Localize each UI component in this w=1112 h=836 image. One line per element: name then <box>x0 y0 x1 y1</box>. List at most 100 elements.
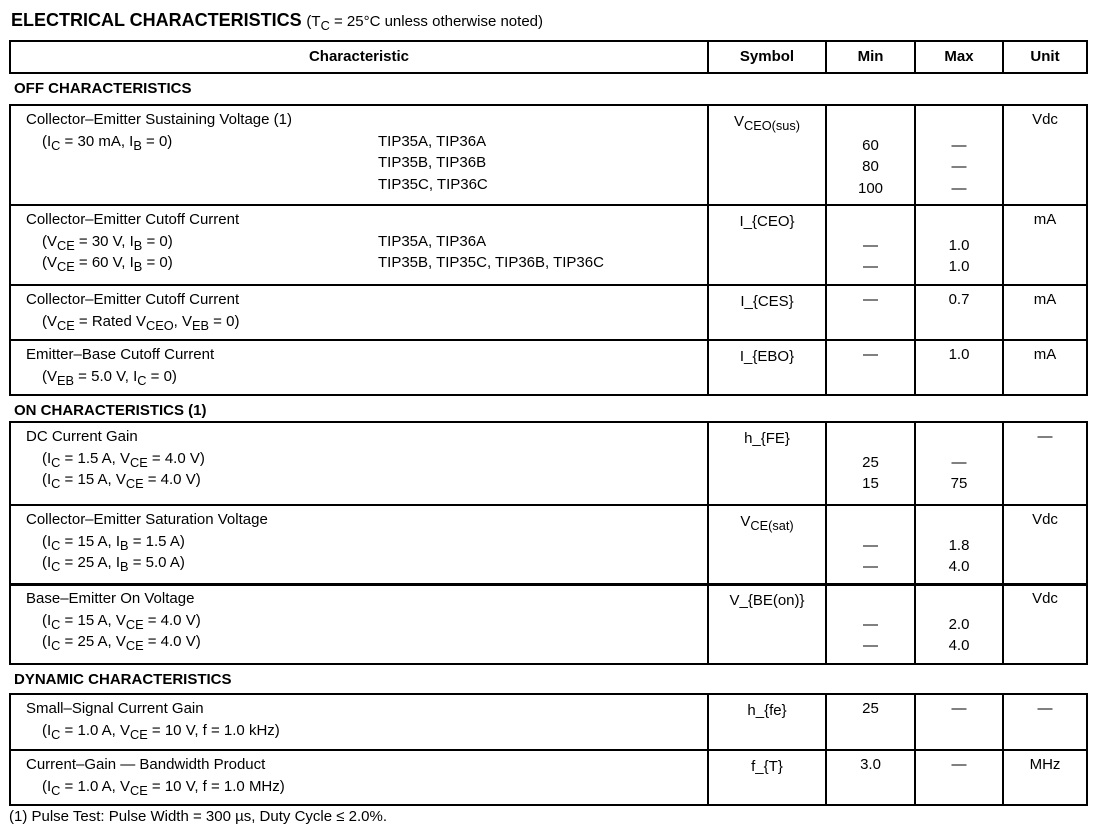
min-cell: 3.0 <box>827 751 916 804</box>
unit-value: — <box>1037 428 1053 445</box>
test-condition: (VCE = Rated VCEO, VEB = 0) <box>42 312 240 333</box>
section-label: OFF CHARACTERISTICS <box>14 80 192 97</box>
min-cell: — <box>827 341 916 394</box>
min-value: — <box>863 258 878 275</box>
unit-cell: Vdc <box>1004 106 1086 204</box>
unit-value: mA <box>1033 211 1057 228</box>
unit-cell: mA <box>1004 341 1086 394</box>
table-row: Collector–Emitter Cutoff Current (VCE = 3… <box>9 204 1088 286</box>
min-value: 25 <box>862 700 879 717</box>
max-cell: 0.7 <box>916 286 1004 339</box>
min-value <box>827 509 914 531</box>
min-value: — <box>863 637 878 654</box>
max-cell: — <box>916 751 1004 804</box>
unit-value: Vdc <box>1032 111 1058 128</box>
symbol-cell: I_{CEO} <box>709 206 827 284</box>
table-row: Base–Emitter On Voltage (IC = 15 A, VCE =… <box>9 583 1088 665</box>
symbol: f_{T} <box>751 758 783 775</box>
characteristic-name: Base–Emitter On Voltage <box>26 590 195 607</box>
condition-line: (VEB = 5.0 V, IC = 0) <box>26 366 707 388</box>
characteristic-cell: Collector–Emitter Cutoff Current (VCE = 3… <box>11 206 709 284</box>
footnote: (1) Pulse Test: Pulse Width = 300 µs, Du… <box>9 808 388 825</box>
min-cell: 25 <box>827 695 916 749</box>
condition-line: (VCE = 30 V, IB = 0) TIP35A, TIP36A <box>26 231 707 253</box>
symbol: VCE(sat) <box>740 513 794 533</box>
test-condition: (IC = 15 A, IB = 1.5 A) <box>42 532 185 553</box>
max-cell: — <box>916 695 1004 749</box>
max-value: 1.0 <box>948 346 970 363</box>
condition-line: (IC = 1.0 A, VCE = 10 V, f = 1.0 kHz) <box>26 720 707 742</box>
condition-line: (VCE = 60 V, IB = 0) TIP35B, TIP35C, TIP3… <box>26 252 707 274</box>
characteristic-cell: Current–Gain — Bandwidth Product (IC = 1.… <box>11 751 709 804</box>
device-types: TIP35A, TIP36A <box>378 132 487 150</box>
unit-cell: — <box>1004 695 1086 749</box>
characteristic-cell: Collector–Emitter Cutoff Current (VCE = R… <box>11 286 709 339</box>
max-value <box>916 509 1002 531</box>
device-types: TIP35A, TIP36A <box>378 232 487 250</box>
min-value: 3.0 <box>860 756 881 773</box>
test-condition: (IC = 1.5 A, VCE = 4.0 V) <box>42 449 205 470</box>
table-row: Current–Gain — Bandwidth Product (IC = 1.… <box>9 749 1088 806</box>
condition-line: (VCE = Rated VCEO, VEB = 0) <box>26 311 707 333</box>
symbol-cell: I_{CES} <box>709 286 827 339</box>
header-max: Max <box>916 42 1004 72</box>
max-value: — <box>951 700 967 717</box>
symbol: I_{EBO} <box>739 348 795 365</box>
condition-line: (IC = 15 A, IB = 1.5 A) <box>26 531 707 553</box>
symbol: I_{CEO} <box>739 213 795 230</box>
unit-cell: MHz <box>1004 751 1086 804</box>
unit-cell: — <box>1004 423 1086 504</box>
symbol-cell: V_{BE(on)} <box>709 585 827 663</box>
max-value: — <box>951 453 967 471</box>
max-cell: — — — <box>916 106 1004 204</box>
symbol: I_{CES} <box>740 293 794 310</box>
test-condition: (IC = 1.0 A, VCE = 10 V, f = 1.0 MHz) <box>42 777 285 798</box>
condition-line: (IC = 15 A, VCE = 4.0 V) <box>26 469 707 491</box>
table-title: ELECTRICAL CHARACTERISTICS (TC = 25°C un… <box>11 10 543 32</box>
table-row: Small–Signal Current Gain (IC = 1.0 A, VC… <box>9 693 1088 751</box>
symbol: h_{fe} <box>747 702 787 719</box>
characteristic-cell: Collector–Emitter Sustaining Voltage (1)… <box>11 106 709 204</box>
test-condition: (VEB = 5.0 V, IC = 0) <box>42 367 177 388</box>
max-cell: 2.0 4.0 <box>916 585 1004 663</box>
unit-cell: Vdc <box>1004 506 1086 584</box>
min-value: 15 <box>862 475 879 492</box>
unit-value: Vdc <box>1032 590 1058 607</box>
unit-value: MHz <box>1029 756 1061 773</box>
symbol-cell: VCE(sat) <box>709 506 827 584</box>
unit-value: — <box>1037 700 1053 717</box>
min-value <box>827 588 914 610</box>
min-value: 25 <box>862 453 879 471</box>
characteristic-name: Small–Signal Current Gain <box>26 700 204 717</box>
condition-line: (IC = 15 A, VCE = 4.0 V) <box>26 610 707 632</box>
symbol-cell: h_{FE} <box>709 423 827 504</box>
max-value: 2.0 <box>948 615 970 633</box>
max-value: 0.7 <box>948 291 970 308</box>
max-value <box>916 109 1002 131</box>
max-cell: — 75 <box>916 423 1004 504</box>
max-value: — <box>951 136 967 154</box>
min-cell: 25 15 <box>827 423 916 504</box>
title-main: ELECTRICAL CHARACTERISTICS <box>11 10 302 30</box>
condition-line: TIP35B, TIP36B <box>26 152 707 174</box>
test-condition: (VCE = 60 V, IB = 0) <box>42 254 173 274</box>
test-condition: (IC = 15 A, VCE = 4.0 V) <box>42 471 201 491</box>
max-value: 75 <box>950 475 968 492</box>
characteristic-cell: Base–Emitter On Voltage (IC = 15 A, VCE =… <box>11 585 709 663</box>
max-value: — <box>951 756 967 773</box>
test-condition: (IC = 1.0 A, VCE = 10 V, f = 1.0 kHz) <box>42 721 280 742</box>
min-cell: — <box>827 286 916 339</box>
test-condition: (VCE = 30 V, IB = 0) <box>42 232 173 253</box>
condition-line: (IC = 1.5 A, VCE = 4.0 V) <box>26 448 707 470</box>
min-cell: 60 80 100 <box>827 106 916 204</box>
max-value <box>916 588 1002 610</box>
unit-cell: mA <box>1004 206 1086 284</box>
min-value <box>827 426 914 448</box>
characteristic-cell: Collector–Emitter Saturation Voltage (IC … <box>11 506 709 584</box>
max-value <box>916 426 1002 448</box>
max-cell: 1.0 <box>916 341 1004 394</box>
condition-line: TIP35C, TIP36C <box>26 174 707 196</box>
max-cell: 1.8 4.0 <box>916 506 1004 584</box>
min-value: — <box>863 291 878 308</box>
symbol: VCEO(sus) <box>734 113 800 133</box>
